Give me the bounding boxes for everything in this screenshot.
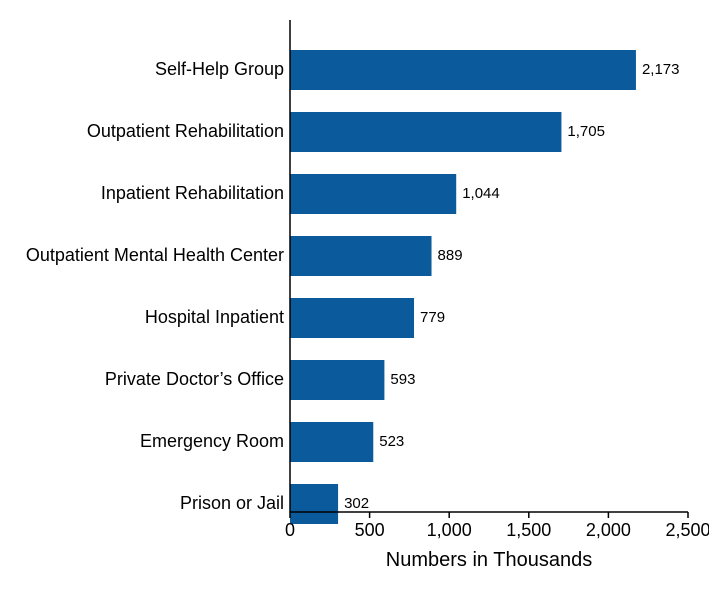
category-label: Inpatient Rehabilitation — [101, 183, 284, 203]
bar — [290, 112, 561, 152]
category-label: Private Doctor’s Office — [105, 369, 284, 389]
bar-value-label: 1,705 — [567, 123, 605, 140]
x-axis-title: Numbers in Thousands — [386, 549, 592, 571]
bar — [290, 484, 338, 524]
bar-value-label: 779 — [420, 309, 445, 326]
bar — [290, 50, 636, 90]
bar-value-label: 523 — [379, 433, 404, 450]
x-tick-label: 1,500 — [506, 520, 551, 540]
bar — [290, 360, 384, 400]
category-label: Self-Help Group — [155, 59, 284, 79]
x-tick-label: 1,000 — [427, 520, 472, 540]
x-tick-label: 2,000 — [586, 520, 631, 540]
bar — [290, 298, 414, 338]
category-label: Outpatient Rehabilitation — [87, 121, 284, 141]
bar — [290, 174, 456, 214]
category-label: Outpatient Mental Health Center — [26, 245, 284, 265]
bar-value-label: 593 — [390, 371, 415, 388]
bar-value-label: 302 — [344, 495, 369, 512]
category-label: Hospital Inpatient — [145, 307, 284, 327]
bar-value-label: 889 — [438, 247, 463, 264]
bar-chart: 2,173 Self-Help Group 1,705 Outpatient Reha… — [0, 0, 709, 589]
bar-value-label: 2,173 — [642, 61, 680, 78]
bar — [290, 422, 373, 462]
category-label: Prison or Jail — [180, 493, 284, 513]
x-tick-label: 500 — [355, 520, 385, 540]
x-tick-label: 0 — [285, 520, 295, 540]
chart-container: 2,173 Self-Help Group 1,705 Outpatient Reha… — [0, 0, 709, 589]
x-tick-label: 2,500 — [665, 520, 709, 540]
bar-value-label: 1,044 — [462, 185, 500, 202]
category-label: Emergency Room — [140, 431, 284, 451]
bar — [290, 236, 432, 276]
